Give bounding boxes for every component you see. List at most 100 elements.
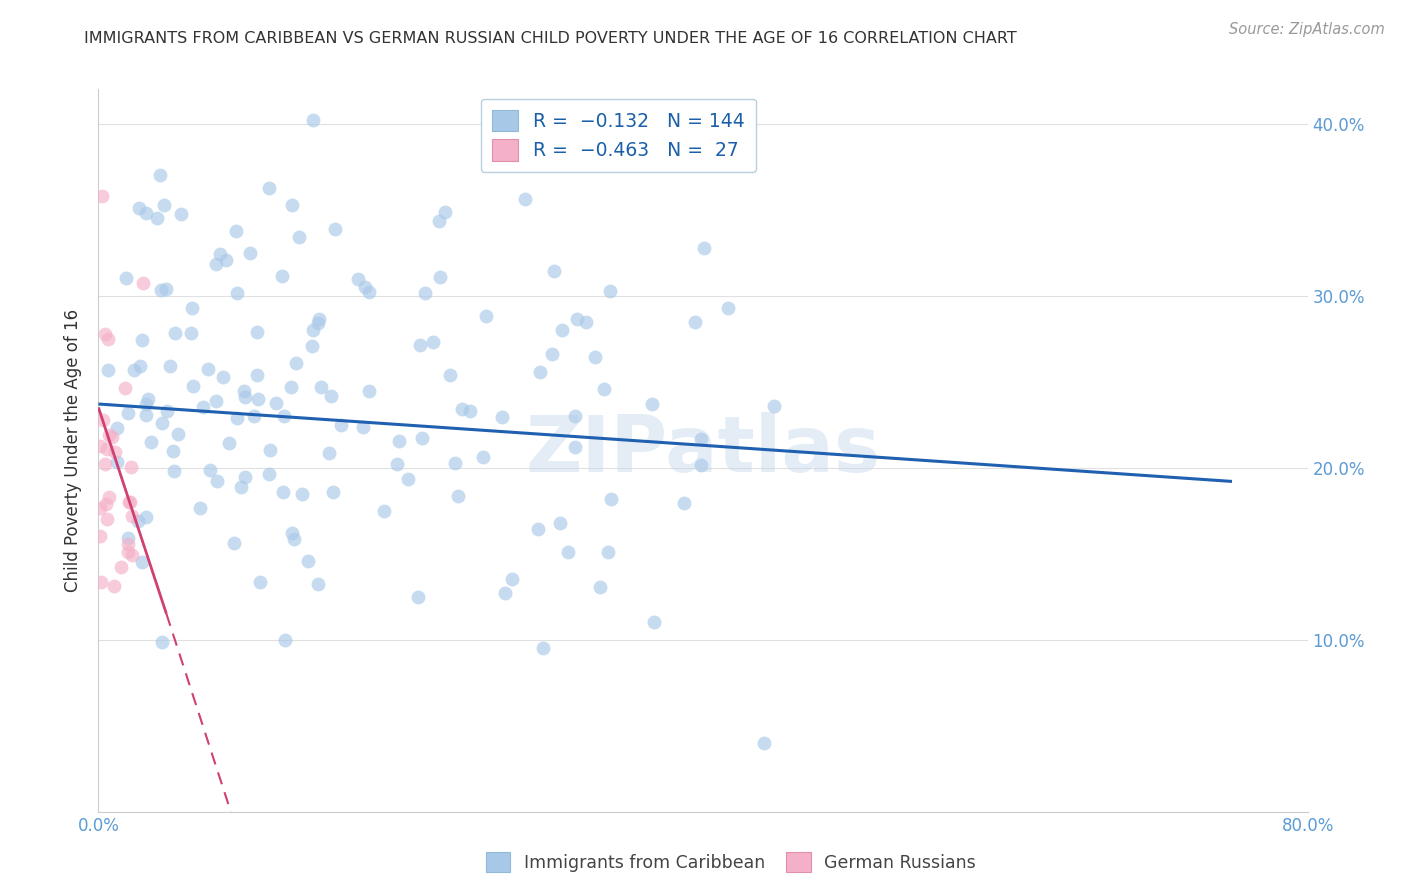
Point: [225, 224, 247, 238]
Point: [302, 323, 325, 337]
Point: [233, 384, 256, 399]
Point: [89, 529, 111, 543]
Point: [105, 455, 128, 469]
Point: [131, 333, 153, 347]
Point: [513, 192, 536, 206]
Point: [243, 409, 266, 423]
Point: [439, 368, 461, 383]
Point: [141, 434, 163, 449]
Point: [205, 394, 228, 409]
Point: [93, 457, 115, 471]
Point: [233, 470, 256, 484]
Point: [447, 490, 470, 504]
Point: [122, 363, 145, 377]
Point: [94, 497, 117, 511]
Text: Source: ZipAtlas.com: Source: ZipAtlas.com: [1229, 22, 1385, 37]
Point: [373, 504, 395, 518]
Point: [264, 396, 287, 410]
Point: [429, 269, 451, 284]
Point: [222, 536, 245, 550]
Point: [281, 198, 304, 212]
Point: [529, 366, 551, 380]
Point: [181, 379, 204, 393]
Point: [239, 246, 262, 260]
Point: [302, 112, 325, 127]
Point: [307, 316, 329, 330]
Point: [208, 247, 231, 261]
Point: [259, 442, 281, 457]
Point: [357, 384, 380, 398]
Point: [101, 430, 124, 444]
Point: [385, 457, 408, 471]
Point: [309, 380, 332, 394]
Point: [93, 327, 115, 342]
Point: [135, 397, 157, 411]
Point: [574, 315, 596, 329]
Point: [347, 272, 370, 286]
Point: [127, 514, 149, 528]
Point: [433, 204, 456, 219]
Point: [259, 467, 281, 481]
Point: [288, 230, 311, 244]
Point: [117, 406, 139, 420]
Point: [181, 301, 204, 315]
Point: [683, 315, 706, 329]
Point: [121, 509, 143, 524]
Point: [121, 548, 143, 562]
Point: [163, 464, 186, 478]
Point: [98, 428, 121, 442]
Point: [543, 263, 565, 277]
Point: [690, 432, 713, 446]
Point: [564, 409, 586, 424]
Point: [458, 404, 481, 418]
Point: [246, 326, 269, 340]
Point: [583, 351, 606, 365]
Point: [565, 311, 588, 326]
Point: [215, 253, 238, 268]
Point: [249, 575, 271, 590]
Text: ZIPatlas: ZIPatlas: [526, 412, 880, 489]
Point: [226, 411, 249, 425]
Point: [129, 359, 152, 374]
Point: [551, 323, 574, 337]
Point: [155, 281, 177, 295]
Point: [273, 409, 295, 423]
Point: [271, 269, 294, 284]
Text: IMMIGRANTS FROM CARIBBEAN VS GERMAN RUSSIAN CHILD POVERTY UNDER THE AGE OF 16 CO: IMMIGRANTS FROM CARIBBEAN VS GERMAN RUSS…: [84, 31, 1017, 46]
Point: [589, 580, 612, 594]
Point: [291, 487, 314, 501]
Point: [280, 379, 302, 393]
Point: [301, 339, 323, 353]
Point: [444, 456, 467, 470]
Point: [388, 434, 411, 449]
Point: [120, 460, 142, 475]
Point: [150, 634, 173, 648]
Point: [218, 436, 240, 450]
Point: [105, 421, 128, 435]
Point: [131, 555, 153, 569]
Point: [564, 440, 586, 454]
Point: [97, 363, 120, 377]
Point: [90, 574, 112, 589]
Point: [180, 326, 202, 340]
Point: [170, 207, 193, 221]
Point: [117, 545, 139, 559]
Point: [318, 446, 340, 460]
Point: [763, 399, 786, 413]
Point: [89, 439, 111, 453]
Point: [322, 484, 344, 499]
Point: [599, 285, 621, 299]
Point: [89, 500, 111, 515]
Point: [274, 632, 297, 647]
Point: [96, 512, 118, 526]
Point: [540, 347, 562, 361]
Y-axis label: Child Poverty Under the Age of 16: Child Poverty Under the Age of 16: [65, 309, 83, 592]
Point: [149, 168, 172, 182]
Point: [225, 285, 247, 300]
Point: [285, 356, 308, 370]
Point: [231, 479, 253, 493]
Point: [118, 495, 141, 509]
Point: [150, 283, 173, 297]
Point: [197, 362, 219, 376]
Point: [548, 516, 571, 530]
